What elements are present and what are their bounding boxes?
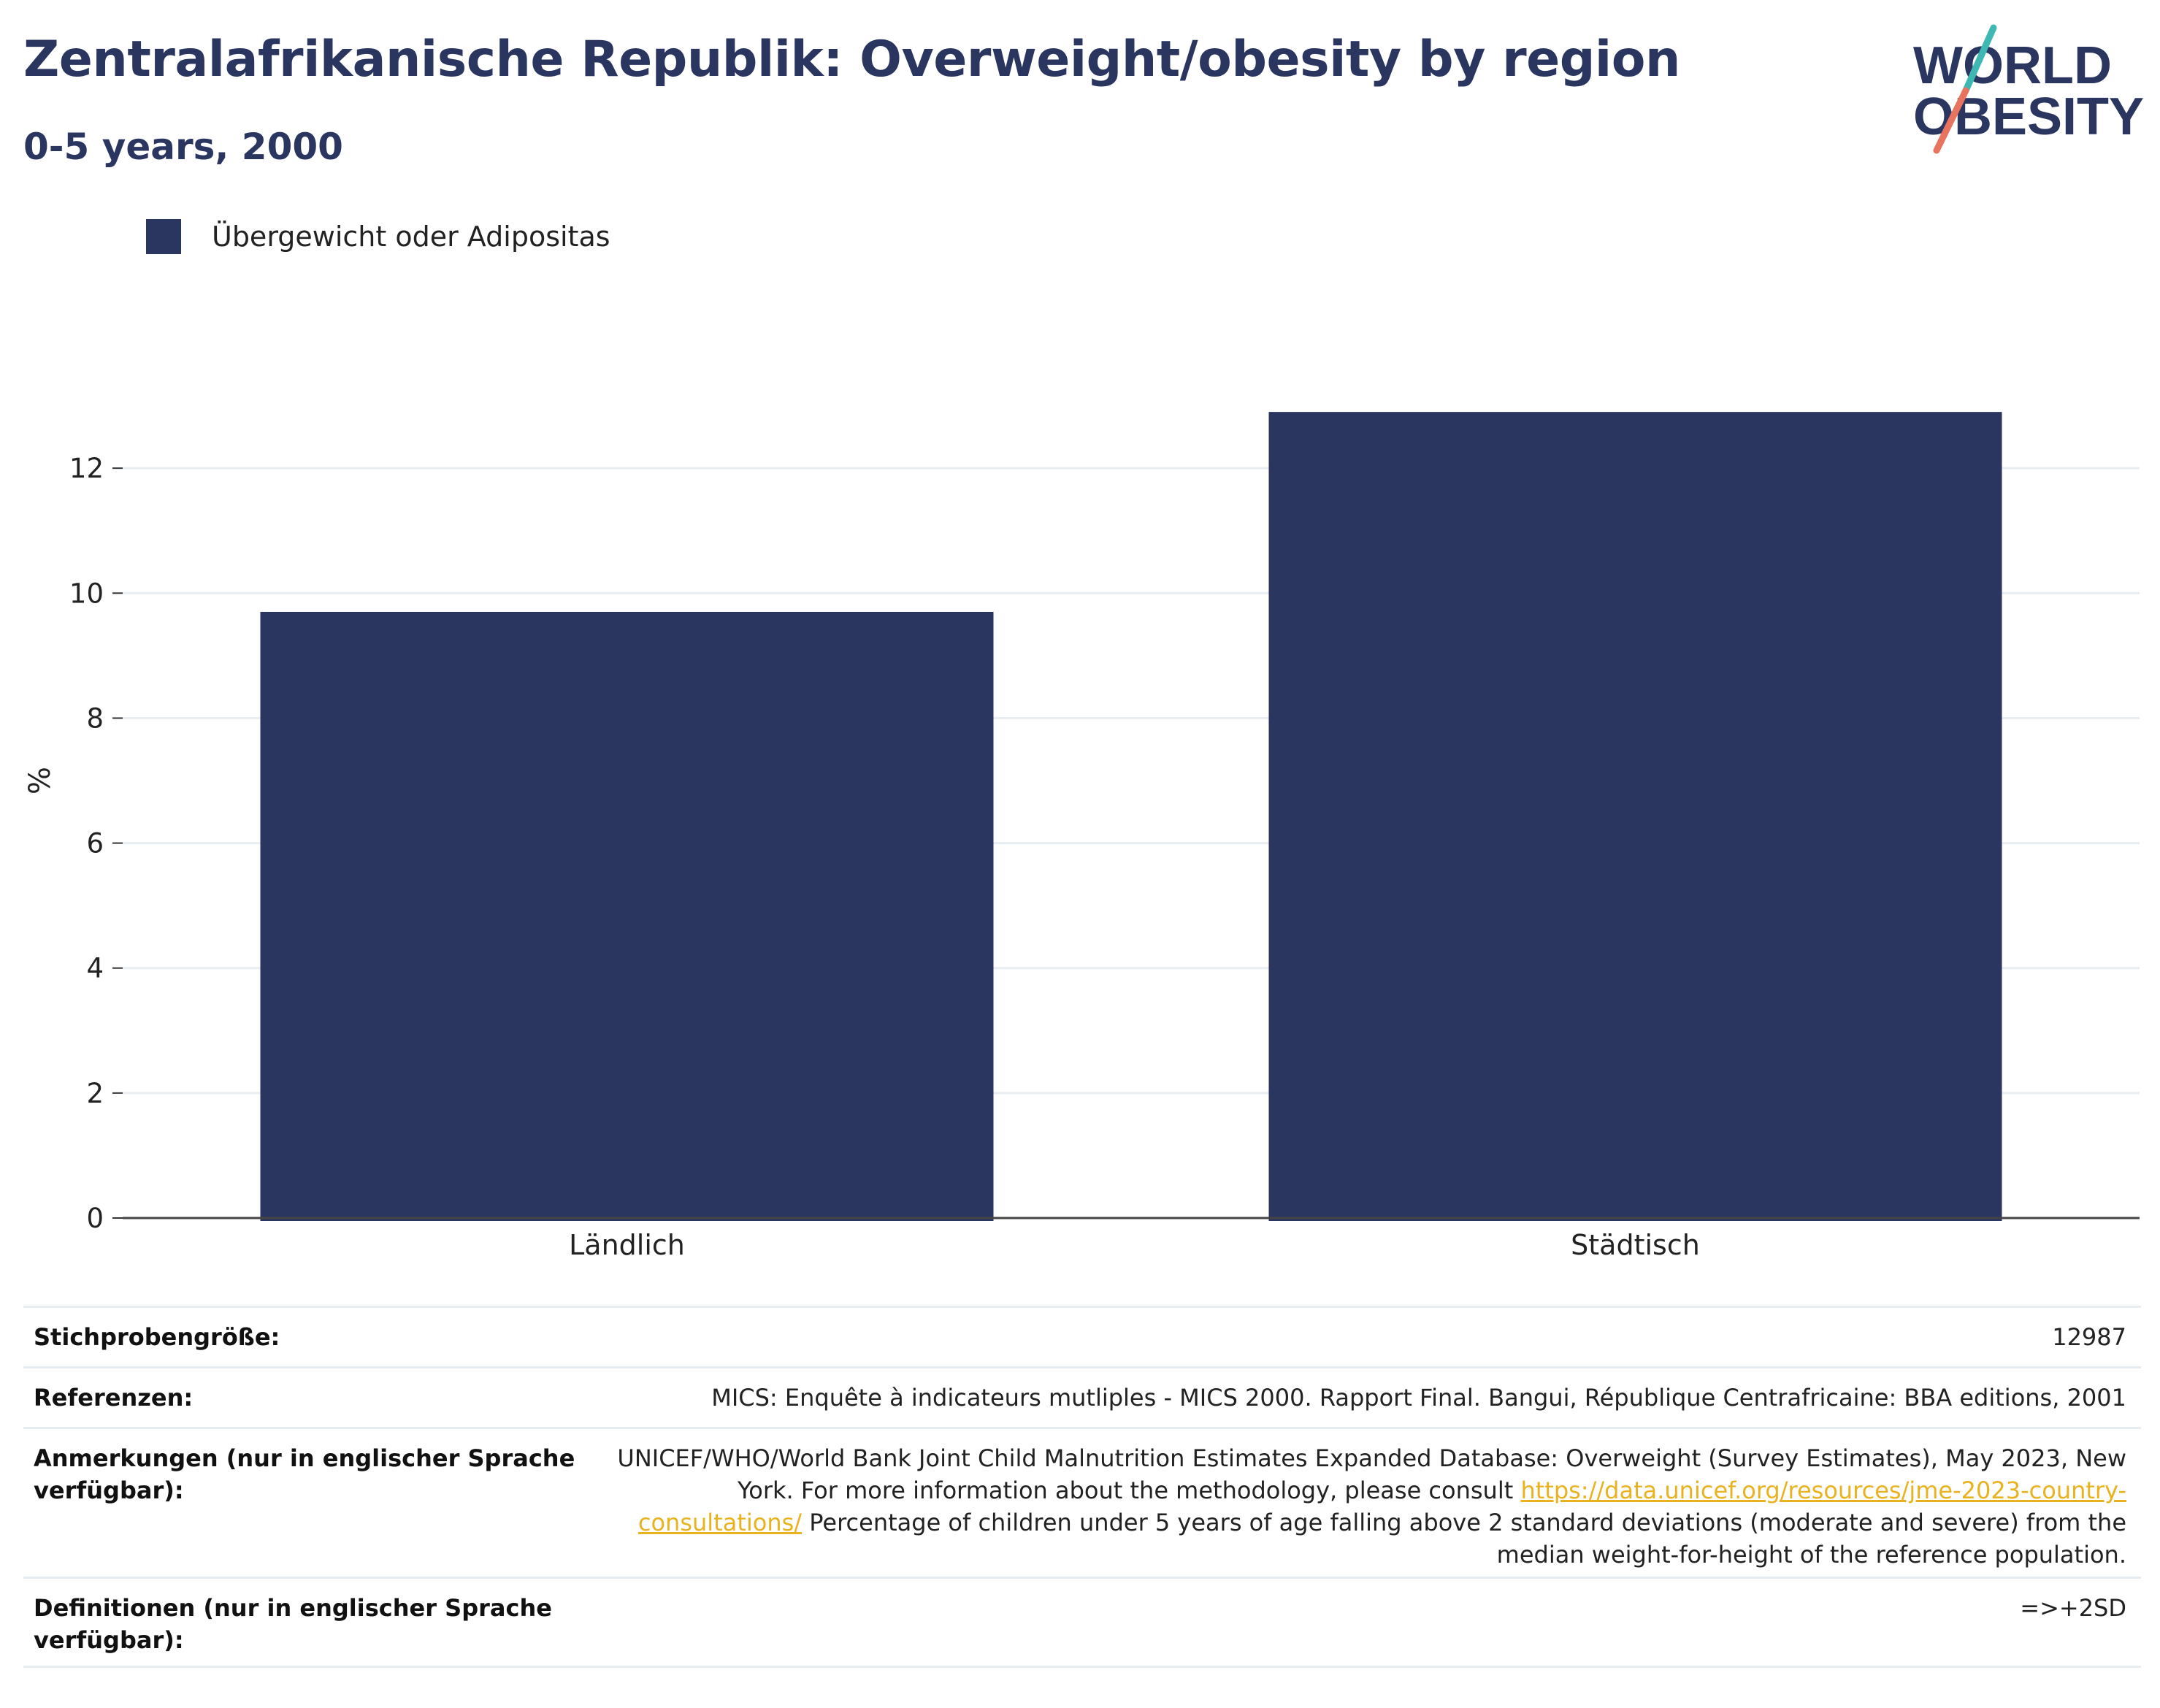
logo-slash-teal [1962,24,1997,94]
y-axis-label: % [23,767,57,794]
notes-text-after: Percentage of children under 5 years of … [802,1509,2126,1569]
legend-label: Übergewicht oder Adipositas [212,221,610,253]
x-tick-label: Ländlich [569,1229,685,1261]
sample-size-label: Stichprobengröße: [34,1323,280,1351]
bar-chart: 0 2 4 6 8 10 12 Ländlich Städtisch% [23,412,2140,1261]
y-tick-label: 4 [86,953,104,984]
bar [260,611,994,1221]
info-row-sample-size: Stichprobengröße: 12987 [23,1306,2141,1366]
bars [260,412,2002,1221]
references-label: Referenzen: [34,1384,194,1412]
info-row-definitions: Definitionen (nur in englischer Sprache … [23,1577,2141,1668]
chart-subtitle: 0-5 years, 2000 [23,126,343,168]
chart-legend: Übergewicht oder Adipositas [146,216,610,257]
chart-title: Zentralafrikanische Republik: Overweight… [23,31,1680,88]
world-obesity-logo: WORLD OBESITY [1913,24,2144,154]
definitions-value: =>+2SD [2020,1594,2126,1622]
notes-link[interactable]: https://data.unicef.org/resources/jme-20… [637,1477,2126,1536]
info-row-references: Referenzen: MICS: Enquête à indicateurs … [23,1366,2141,1427]
info-table: Stichprobengröße: 12987 Referenzen: MICS… [23,1306,2141,1668]
notes-label: Anmerkungen (nur in englischer Sprache v… [34,1444,575,1504]
y-tick-label: 8 [86,702,104,734]
definitions-label: Definitionen (nur in englischer Sprache … [34,1594,552,1654]
bar [1268,412,2002,1221]
x-tick-label: Städtisch [1571,1229,1700,1261]
references-value: MICS: Enquête à indicateurs mutliples - … [711,1384,2126,1412]
logo-text-world: WORLD [1913,37,2112,95]
y-tick-label: 12 [69,453,104,484]
y-tick-label: 2 [86,1078,104,1109]
notes-text-before: UNICEF/WHO/World Bank Joint Child Malnut… [617,1444,2126,1504]
legend-swatch [146,219,181,254]
y-tick-label: 0 [86,1203,104,1234]
info-row-notes: Anmerkungen (nur in englischer Sprache v… [23,1427,2141,1577]
y-tick-label: 10 [69,578,104,609]
axes: 0 2 4 6 8 10 12 Ländlich Städtisch% [23,453,2140,1261]
sample-size-value: 12987 [2052,1323,2126,1351]
notes-value: UNICEF/WHO/World Bank Joint Child Malnut… [589,1442,2141,1571]
y-tick-label: 6 [86,828,104,859]
logo-slash-coral [1933,87,1969,154]
